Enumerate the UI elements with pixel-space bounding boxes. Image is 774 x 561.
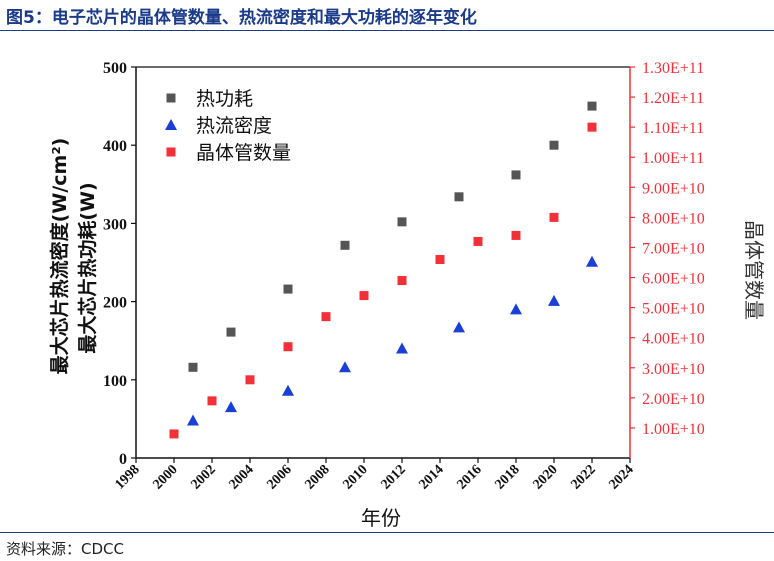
y2-tick-label: 1.30E+11	[642, 60, 704, 77]
x-tick-label: 2012	[378, 462, 408, 492]
data-point-power	[188, 362, 198, 372]
plot-frame	[135, 66, 631, 459]
data-point-heatflux	[187, 414, 199, 426]
legend-marker-power	[166, 93, 176, 103]
x-tick-label: 2024	[606, 462, 636, 492]
legend-label: 热流密度	[196, 115, 272, 137]
data-point-power	[340, 240, 350, 250]
y-tick-label: 300	[103, 216, 127, 233]
y2-tick-label: 1.00E+11	[642, 150, 704, 167]
y2-tick-label: 6.00E+10	[642, 271, 705, 288]
y2-tick-label: 1.00E+10	[642, 421, 705, 438]
data-point-power	[283, 284, 293, 294]
x-tick-label: 2014	[416, 462, 446, 492]
data-point-heatflux	[339, 361, 351, 373]
data-point-power	[226, 327, 236, 337]
data-point-transistors	[321, 312, 331, 322]
y-axis-left: 0 100 200 300 400 500	[103, 60, 136, 468]
data-point-heatflux	[453, 321, 465, 333]
y2-tick-label: 7.00E+10	[642, 240, 705, 257]
x-tick-label: 2002	[188, 462, 218, 492]
y-tick-label: 200	[103, 295, 127, 312]
data-point-transistors	[283, 342, 293, 352]
data-point-power	[511, 170, 521, 180]
x-tick-label: 2016	[454, 462, 484, 492]
legend-label: 热功耗	[196, 88, 253, 110]
x-tick-label: 2010	[340, 462, 370, 492]
y-axis-title-line1: 最大芯片热功耗(W)	[76, 182, 99, 353]
data-marks	[169, 101, 598, 439]
data-point-heatflux	[282, 384, 294, 396]
y2-tick-label: 3.00E+10	[642, 361, 705, 378]
data-point-power	[454, 192, 464, 202]
data-point-heatflux	[586, 255, 598, 267]
data-point-power	[397, 217, 407, 227]
title-rule	[0, 30, 774, 31]
x-axis: 1998 2000 2002 2004 2006 2008 2010 2012 2014 2016…	[112, 458, 637, 493]
data-point-heatflux	[396, 342, 408, 354]
x-tick-label: 2022	[568, 462, 598, 492]
x-tick-label: 2018	[492, 462, 522, 492]
data-point-transistors	[169, 429, 179, 439]
x-axis-title: 年份	[361, 507, 401, 530]
data-point-heatflux	[548, 294, 560, 306]
x-tick-label: 1998	[112, 462, 142, 492]
x-tick-label: 2008	[302, 462, 332, 492]
data-point-power	[587, 101, 597, 111]
y2-axis-title: 晶体管数量	[742, 220, 766, 320]
data-point-heatflux	[225, 401, 237, 413]
figure-title: 图5：电子芯片的晶体管数量、热流密度和最大功耗的逐年变化	[6, 8, 477, 28]
y-tick-label: 400	[103, 138, 127, 155]
legend-marker-heatflux	[165, 119, 177, 130]
y2-tick-label: 5.00E+10	[642, 301, 705, 318]
data-point-transistors	[511, 230, 521, 240]
data-point-transistors	[549, 212, 559, 222]
data-point-transistors	[397, 276, 407, 286]
y-tick-label: 500	[103, 60, 127, 77]
x-tick-label: 2004	[226, 462, 256, 492]
source-note: 资料来源：CDCC	[6, 540, 124, 558]
data-point-power	[549, 140, 559, 150]
x-tick-label: 2000	[150, 462, 180, 492]
data-point-transistors	[207, 396, 217, 406]
y2-tick-label: 2.00E+10	[642, 391, 705, 408]
data-point-transistors	[359, 291, 369, 301]
legend-label: 晶体管数量	[196, 142, 291, 164]
x-tick-label: 2006	[264, 462, 294, 492]
y-tick-label: 0	[119, 451, 127, 468]
y-axis-right: 1.00E+10 2.00E+10 3.00E+10 4.00E+10 5.00E+10…	[630, 60, 705, 438]
source-rule	[0, 532, 774, 533]
y2-tick-label: 1.20E+11	[642, 90, 704, 107]
data-point-heatflux	[510, 303, 522, 315]
y-axis-title-line2: 最大芯片热流密度(W/cm²)	[48, 138, 71, 375]
y2-tick-label: 9.00E+10	[642, 180, 705, 197]
y2-tick-label: 4.00E+10	[642, 331, 705, 348]
y2-tick-label: 8.00E+10	[642, 210, 705, 227]
data-point-transistors	[587, 122, 597, 132]
data-point-transistors	[245, 375, 255, 385]
data-point-transistors	[435, 254, 445, 264]
x-tick-label: 2020	[530, 462, 560, 492]
legend-marker-transistors	[166, 147, 176, 157]
y2-tick-label: 1.10E+11	[642, 120, 704, 137]
data-point-transistors	[473, 236, 483, 246]
y-tick-label: 100	[103, 373, 127, 390]
